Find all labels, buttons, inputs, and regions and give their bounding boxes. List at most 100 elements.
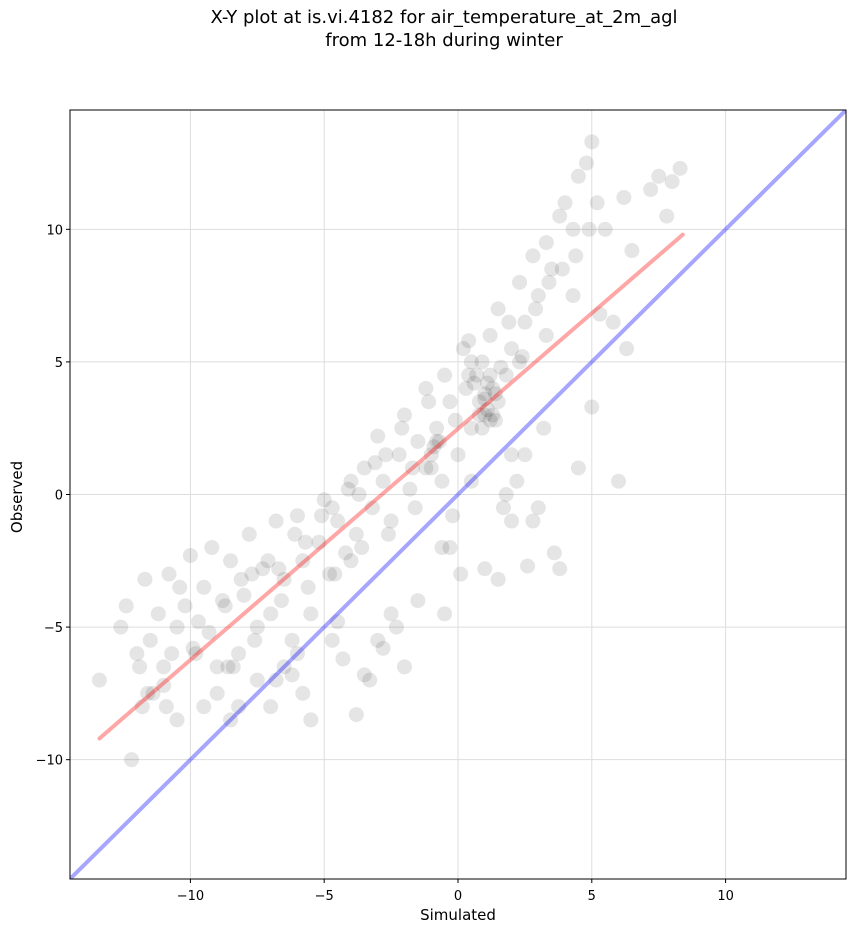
scatter-point (466, 375, 482, 391)
scatter-point (217, 598, 233, 614)
scatter-point (156, 659, 172, 675)
x-tick-label: 10 (717, 889, 734, 904)
y-tick-label: 0 (55, 489, 63, 504)
scatter-point (209, 685, 225, 701)
scatter-point (447, 412, 463, 428)
scatter-point (338, 545, 354, 561)
scatter-point (482, 327, 498, 343)
scatter-point (249, 619, 265, 635)
scatter-point (375, 473, 391, 489)
scatter-point (276, 659, 292, 675)
scatter-point (479, 402, 495, 418)
scatter-point (672, 160, 688, 176)
scatter-point (538, 327, 554, 343)
scatter-point (552, 208, 568, 224)
scatter-point (196, 579, 212, 595)
scatter-point (485, 380, 501, 396)
scatter-point (474, 354, 490, 370)
scatter-point (504, 513, 520, 529)
scatter-point (129, 646, 145, 662)
scatter-point (289, 508, 305, 524)
scatter-point (215, 593, 231, 609)
chart-title: X-Y plot at is.vi.4182 for air_temperatu… (0, 6, 854, 52)
scatter-point (445, 508, 461, 524)
scatter-point (538, 235, 554, 251)
scatter-point (391, 447, 407, 463)
scatter-point (584, 399, 600, 415)
scatter-point (423, 460, 439, 476)
scatter-point (651, 168, 667, 184)
scatter-point (482, 367, 498, 383)
scatter-point (434, 540, 450, 556)
scatter-point (348, 526, 364, 542)
scatter-point (471, 407, 487, 423)
scatter-point (260, 553, 276, 569)
scatter-point (124, 752, 140, 768)
scatter-point (223, 712, 239, 728)
y-tick-label: 5 (55, 356, 63, 371)
scatter-point (231, 699, 247, 715)
scatter-point (375, 640, 391, 656)
scatter-point (316, 492, 332, 508)
scatter-point (429, 433, 445, 449)
scatter-point (453, 566, 469, 582)
scatter-point (461, 367, 477, 383)
scatter-point (474, 420, 490, 436)
scatter-point (407, 500, 423, 516)
scatter-point (190, 614, 206, 630)
scatter-point (335, 651, 351, 667)
scatter-point (477, 561, 493, 577)
scatter-point (512, 354, 528, 370)
scatter-point (348, 707, 364, 723)
scatter-point (276, 571, 292, 587)
scatter-point (402, 481, 418, 497)
scatter-point (455, 341, 471, 357)
scatter-point (223, 553, 239, 569)
scatter-point (485, 407, 501, 423)
scatter-point (487, 412, 503, 428)
scatter-point (643, 182, 659, 198)
scatter-point (568, 248, 584, 264)
scatter-point (581, 221, 597, 237)
scatter-point (177, 598, 193, 614)
scatter-point (161, 566, 177, 582)
scatter-point (442, 540, 458, 556)
scatter-point (314, 508, 330, 524)
scatter-point (495, 500, 511, 516)
scatter-point (378, 447, 394, 463)
scatter-point (330, 614, 346, 630)
scatter-point (405, 460, 421, 476)
chart-title-line-1: X-Y plot at is.vi.4182 for air_temperatu… (210, 7, 678, 28)
scatter-point (450, 447, 466, 463)
scatter-point (303, 606, 319, 622)
scatter-point (142, 632, 158, 648)
scatter-point (442, 394, 458, 410)
scatter-point (209, 659, 225, 675)
scatter-point (300, 579, 316, 595)
scatter-point (284, 667, 300, 683)
scatter-point (525, 513, 541, 529)
scatter-point (528, 301, 544, 317)
scatter-point (504, 447, 520, 463)
scatter-point (557, 195, 573, 211)
scatter-point (343, 473, 359, 489)
scatter-point (196, 699, 212, 715)
scatter-point (354, 540, 370, 556)
scatter-point (487, 386, 503, 402)
scatter-point (396, 659, 412, 675)
scatter-point (463, 473, 479, 489)
fit-line (97, 232, 685, 741)
scatter-point (490, 394, 506, 410)
scatter-point (295, 553, 311, 569)
scatter-point (370, 632, 386, 648)
scatter-point (150, 606, 166, 622)
scatter-point (303, 712, 319, 728)
scatter-point (514, 349, 530, 365)
scatter-point (284, 632, 300, 648)
scatter-point (268, 672, 284, 688)
scatter-point (145, 685, 161, 701)
scatter-point (458, 380, 474, 396)
scatter-point (311, 534, 327, 550)
scatter-point (530, 500, 546, 516)
scatter-point (616, 190, 632, 206)
